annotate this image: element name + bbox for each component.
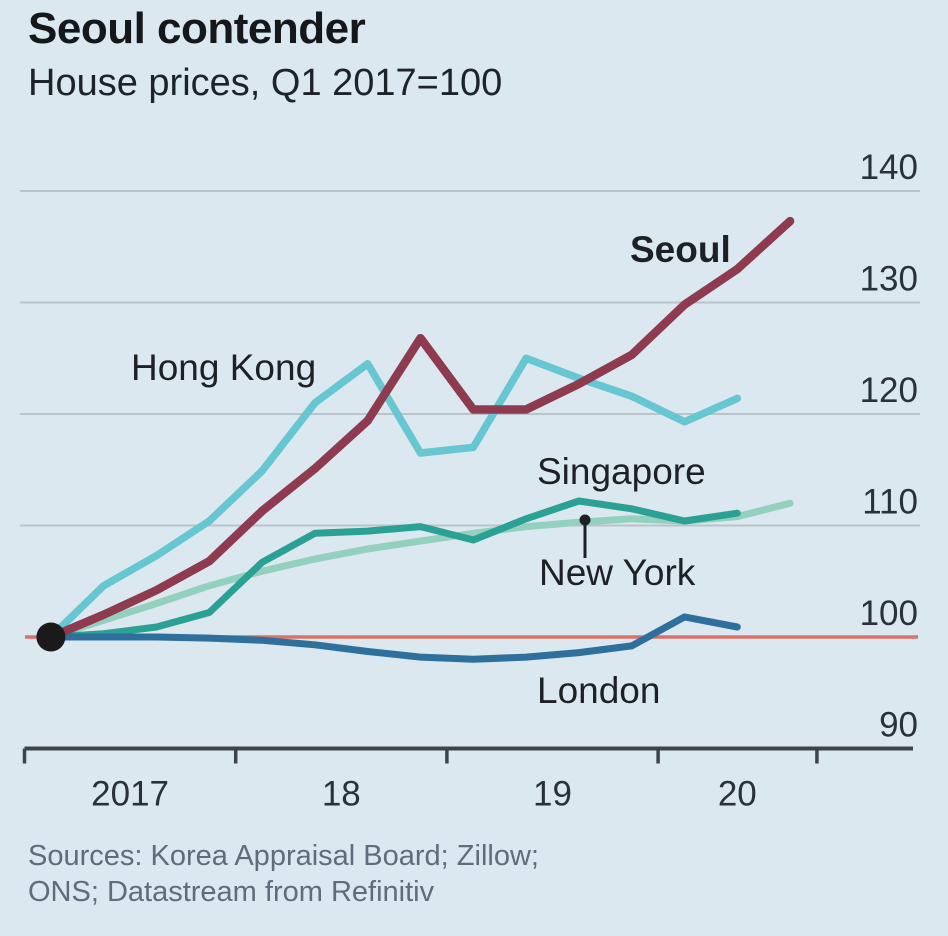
x-tick-label-2017: 2017: [91, 775, 169, 814]
x-tick-label-18: 18: [322, 775, 361, 814]
line-chart-plot: 90 100 110 120 130 140 2017 18 19 20 Hong Kong Seou…: [20, 148, 920, 814]
y-tick-label-110: 110: [862, 483, 918, 522]
y-tick-label-120: 120: [860, 371, 918, 410]
y-tick-label-130: 130: [860, 260, 918, 299]
new-york-pointer-dot: [579, 514, 591, 526]
series-line-seoul: [46, 216, 795, 642]
x-tick-label-19: 19: [533, 775, 572, 814]
series-label-seoul: Seoul: [630, 229, 731, 270]
y-tick-label-140: 140: [860, 148, 918, 187]
sources-line-1: Sources: Korea Appraisal Board; Zillow;: [28, 840, 539, 872]
y-tick-label-90: 90: [879, 706, 918, 745]
sources-line-2: ONS; Datastream from Refinitiv: [28, 876, 435, 908]
series-label-new-york: New York: [539, 552, 696, 593]
chart-subtitle: House prices, Q1 2017=100: [28, 62, 503, 104]
series-label-hong-kong: Hong Kong: [131, 347, 316, 388]
series-line-singapore: [47, 497, 741, 641]
start-dot-q1-2017: [36, 622, 66, 652]
sources-note: Sources: Korea Appraisal Board; Zillow; …: [28, 838, 539, 910]
chart-title: Seoul contender: [28, 4, 366, 53]
x-tick-label-20: 20: [718, 775, 757, 814]
series-line-hong-kong: [47, 354, 742, 641]
series-label-london: London: [537, 670, 660, 711]
series-line-london: [47, 613, 741, 663]
series-label-singapore: Singapore: [537, 451, 706, 492]
y-tick-label-100: 100: [860, 594, 918, 633]
